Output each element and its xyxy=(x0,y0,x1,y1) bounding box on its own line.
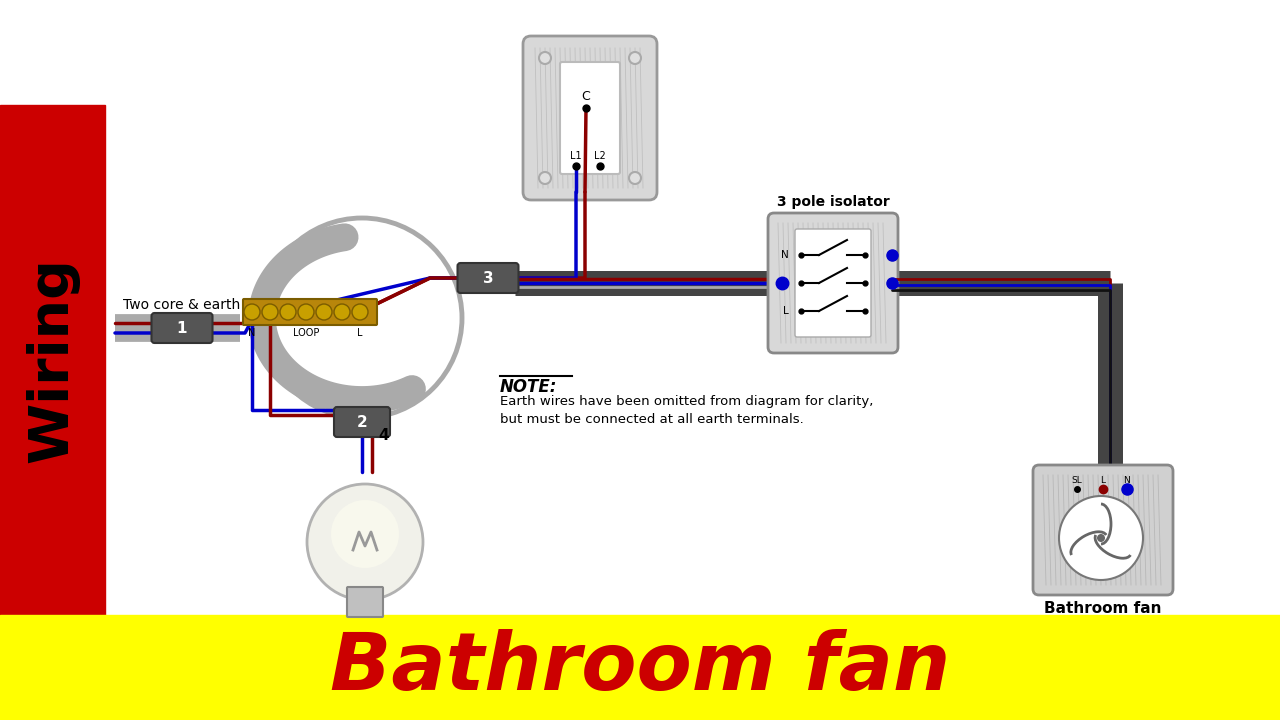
Circle shape xyxy=(280,304,296,320)
Text: 3: 3 xyxy=(483,271,493,286)
Circle shape xyxy=(1059,496,1143,580)
Circle shape xyxy=(628,52,641,64)
Text: Wiring: Wiring xyxy=(26,257,79,463)
Text: NOTE:: NOTE: xyxy=(500,378,557,396)
Circle shape xyxy=(539,52,550,64)
Text: but must be connected at all earth terminals.: but must be connected at all earth termi… xyxy=(500,413,804,426)
FancyBboxPatch shape xyxy=(559,62,620,174)
Circle shape xyxy=(628,172,641,184)
Circle shape xyxy=(298,304,314,320)
Bar xyxy=(0,615,1280,720)
Text: L: L xyxy=(783,278,788,288)
FancyBboxPatch shape xyxy=(334,407,390,437)
Text: N: N xyxy=(781,250,788,260)
Circle shape xyxy=(332,500,399,568)
Text: 4: 4 xyxy=(379,428,389,443)
Text: LOOP: LOOP xyxy=(293,328,319,338)
Circle shape xyxy=(1097,534,1105,542)
Circle shape xyxy=(307,484,422,600)
Text: Two core & earth: Two core & earth xyxy=(123,298,241,312)
FancyBboxPatch shape xyxy=(457,263,518,293)
Text: Earth wires have been omitted from diagram for clarity,: Earth wires have been omitted from diagr… xyxy=(500,395,873,408)
Circle shape xyxy=(262,304,278,320)
Bar xyxy=(0,105,105,615)
Text: L2: L2 xyxy=(594,151,605,161)
FancyBboxPatch shape xyxy=(347,587,383,617)
FancyBboxPatch shape xyxy=(243,299,378,325)
Text: L: L xyxy=(783,306,788,316)
FancyBboxPatch shape xyxy=(1033,465,1172,595)
FancyBboxPatch shape xyxy=(151,313,212,343)
Text: 3 pole isolator: 3 pole isolator xyxy=(777,195,890,209)
Circle shape xyxy=(334,304,349,320)
Text: Bathroom fan: Bathroom fan xyxy=(330,629,950,707)
Circle shape xyxy=(539,172,550,184)
Text: L: L xyxy=(357,328,362,338)
Text: C: C xyxy=(581,89,590,102)
Circle shape xyxy=(244,304,260,320)
Text: N: N xyxy=(1124,475,1130,485)
Text: N: N xyxy=(248,328,256,338)
Text: Bathroom fan: Bathroom fan xyxy=(1044,601,1162,616)
Text: L1: L1 xyxy=(570,151,582,161)
Text: 1: 1 xyxy=(177,320,187,336)
FancyBboxPatch shape xyxy=(795,229,870,337)
Circle shape xyxy=(316,304,332,320)
Circle shape xyxy=(352,304,369,320)
Text: SL: SL xyxy=(1071,475,1083,485)
FancyBboxPatch shape xyxy=(768,213,899,353)
FancyBboxPatch shape xyxy=(524,36,657,200)
Text: L: L xyxy=(1101,475,1106,485)
Text: 2: 2 xyxy=(357,415,367,430)
